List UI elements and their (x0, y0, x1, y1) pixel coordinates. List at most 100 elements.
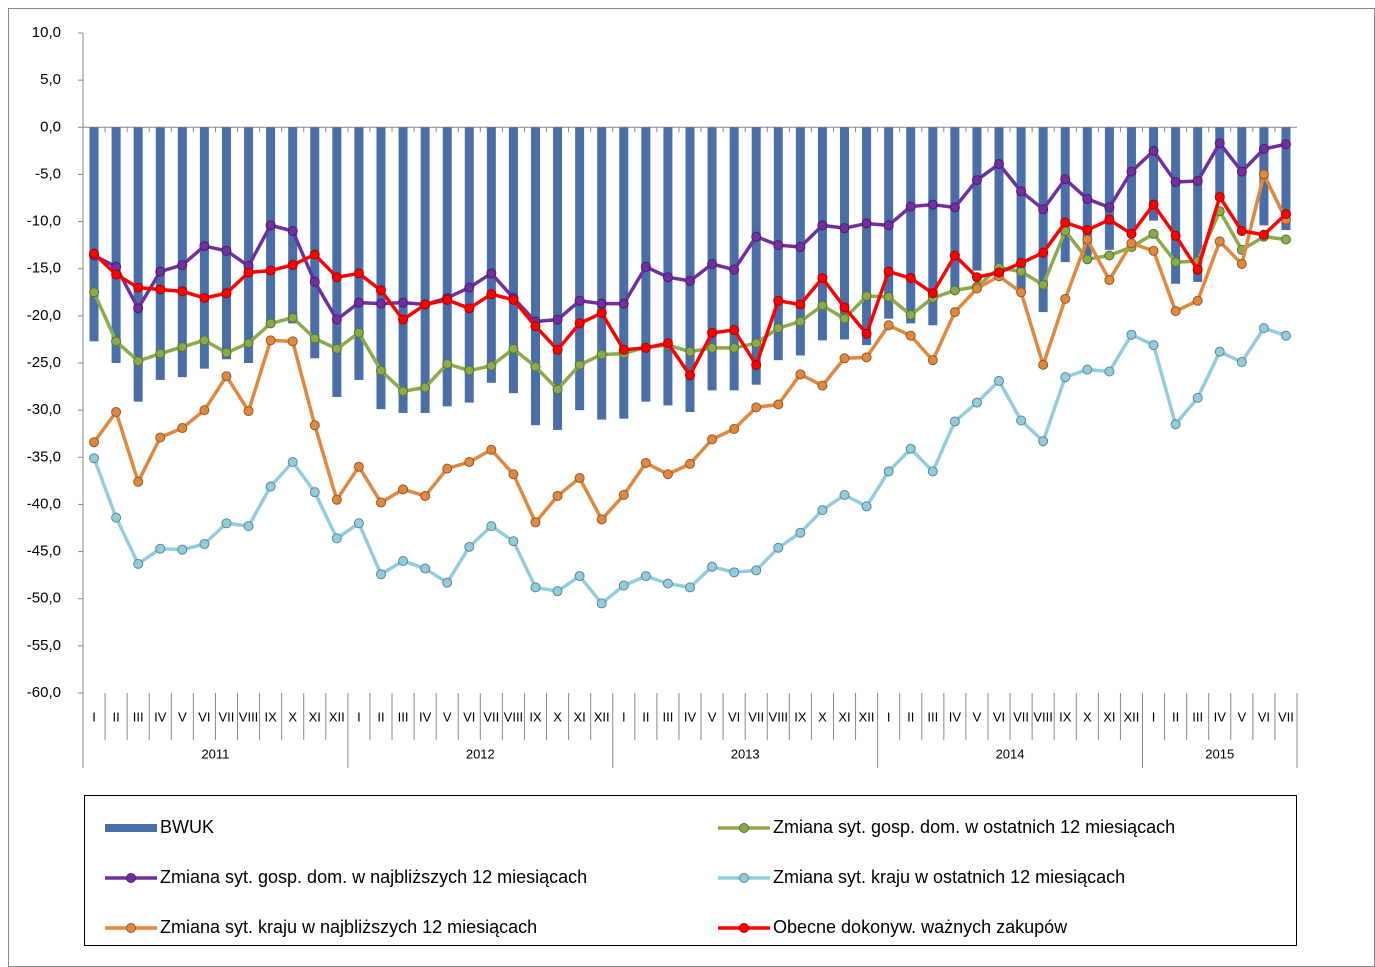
marker (420, 563, 431, 574)
marker (1170, 257, 1181, 268)
marker (905, 273, 916, 284)
marker (1082, 225, 1093, 236)
bar (840, 127, 850, 340)
marker (640, 457, 651, 468)
marker (486, 444, 497, 455)
marker (1038, 359, 1049, 370)
marker (508, 294, 519, 305)
marker (662, 272, 673, 283)
x-tick-label: V (443, 709, 452, 724)
x-tick-label: VII (1013, 709, 1029, 724)
bar (133, 127, 143, 402)
marker (971, 397, 982, 408)
marker (353, 327, 364, 338)
marker (1038, 204, 1049, 215)
marker (795, 299, 806, 310)
marker (508, 469, 519, 480)
legend-box (84, 795, 1297, 946)
x-tick-label: XII (859, 709, 875, 724)
marker (530, 321, 541, 332)
y-tick-label: -15,0 (27, 260, 61, 277)
legend-marker (126, 873, 136, 883)
x-tick-label: VIII (1033, 709, 1053, 724)
legend-marker (739, 873, 749, 883)
marker (685, 275, 695, 286)
marker (221, 371, 232, 382)
marker (221, 347, 232, 358)
marker (442, 463, 453, 474)
y-tick-label: -35,0 (27, 448, 61, 465)
marker (1258, 169, 1269, 180)
marker (375, 285, 386, 296)
marker (773, 240, 784, 251)
bar (398, 127, 408, 413)
marker (287, 259, 298, 270)
marker (552, 314, 563, 325)
marker (133, 558, 144, 569)
marker (111, 269, 122, 280)
marker (949, 202, 960, 213)
marker (1236, 226, 1247, 236)
marker (133, 303, 144, 314)
marker (729, 325, 740, 335)
marker (1060, 174, 1071, 185)
legend-marker (126, 923, 136, 933)
marker (574, 359, 585, 370)
x-tick-label: VIII (239, 709, 259, 724)
marker (662, 338, 673, 349)
marker (861, 218, 872, 229)
marker (552, 344, 563, 355)
marker (1148, 245, 1159, 256)
x-tick-label: V (178, 709, 187, 724)
x-tick-label: IV (684, 709, 697, 724)
x-tick-label: IX (264, 709, 277, 724)
marker (839, 223, 850, 234)
marker (1214, 236, 1225, 247)
marker (530, 361, 541, 372)
marker (398, 314, 409, 325)
x-tick-label: VII (483, 709, 499, 724)
marker (464, 282, 475, 293)
marker (707, 342, 718, 353)
marker (596, 514, 607, 525)
marker (1170, 230, 1181, 241)
marker (1038, 247, 1049, 258)
y-tick-label: -10,0 (27, 213, 61, 230)
x-tick-label: V (708, 709, 717, 724)
marker (287, 336, 298, 347)
marker (574, 473, 585, 484)
marker (817, 380, 828, 391)
bar (1060, 127, 1070, 263)
marker (1192, 264, 1203, 275)
marker (707, 259, 718, 269)
marker (155, 432, 166, 443)
marker (707, 434, 718, 445)
bar (155, 127, 165, 380)
marker (265, 265, 276, 276)
marker (177, 341, 188, 352)
x-tick-label: VII (1278, 709, 1294, 724)
marker (309, 276, 320, 287)
marker (817, 505, 828, 516)
marker (375, 365, 386, 376)
x-tick-label: V (973, 709, 982, 724)
legend-label: Zmiana syt. gosp. dom. w najbliższych 12… (160, 867, 587, 887)
marker (486, 289, 497, 300)
marker (398, 386, 409, 397)
marker (1236, 166, 1247, 177)
bar (530, 127, 540, 426)
marker (287, 312, 298, 323)
marker (221, 245, 232, 256)
marker (331, 494, 342, 505)
marker (309, 249, 320, 260)
bar (111, 127, 121, 364)
bar (288, 127, 298, 324)
bar (1215, 127, 1225, 200)
bar (508, 127, 518, 394)
bar (906, 127, 916, 324)
bar (1149, 127, 1159, 221)
marker (221, 518, 232, 529)
y-tick-label: 10,0 (32, 24, 61, 41)
bar (354, 127, 364, 380)
marker (1126, 238, 1137, 249)
